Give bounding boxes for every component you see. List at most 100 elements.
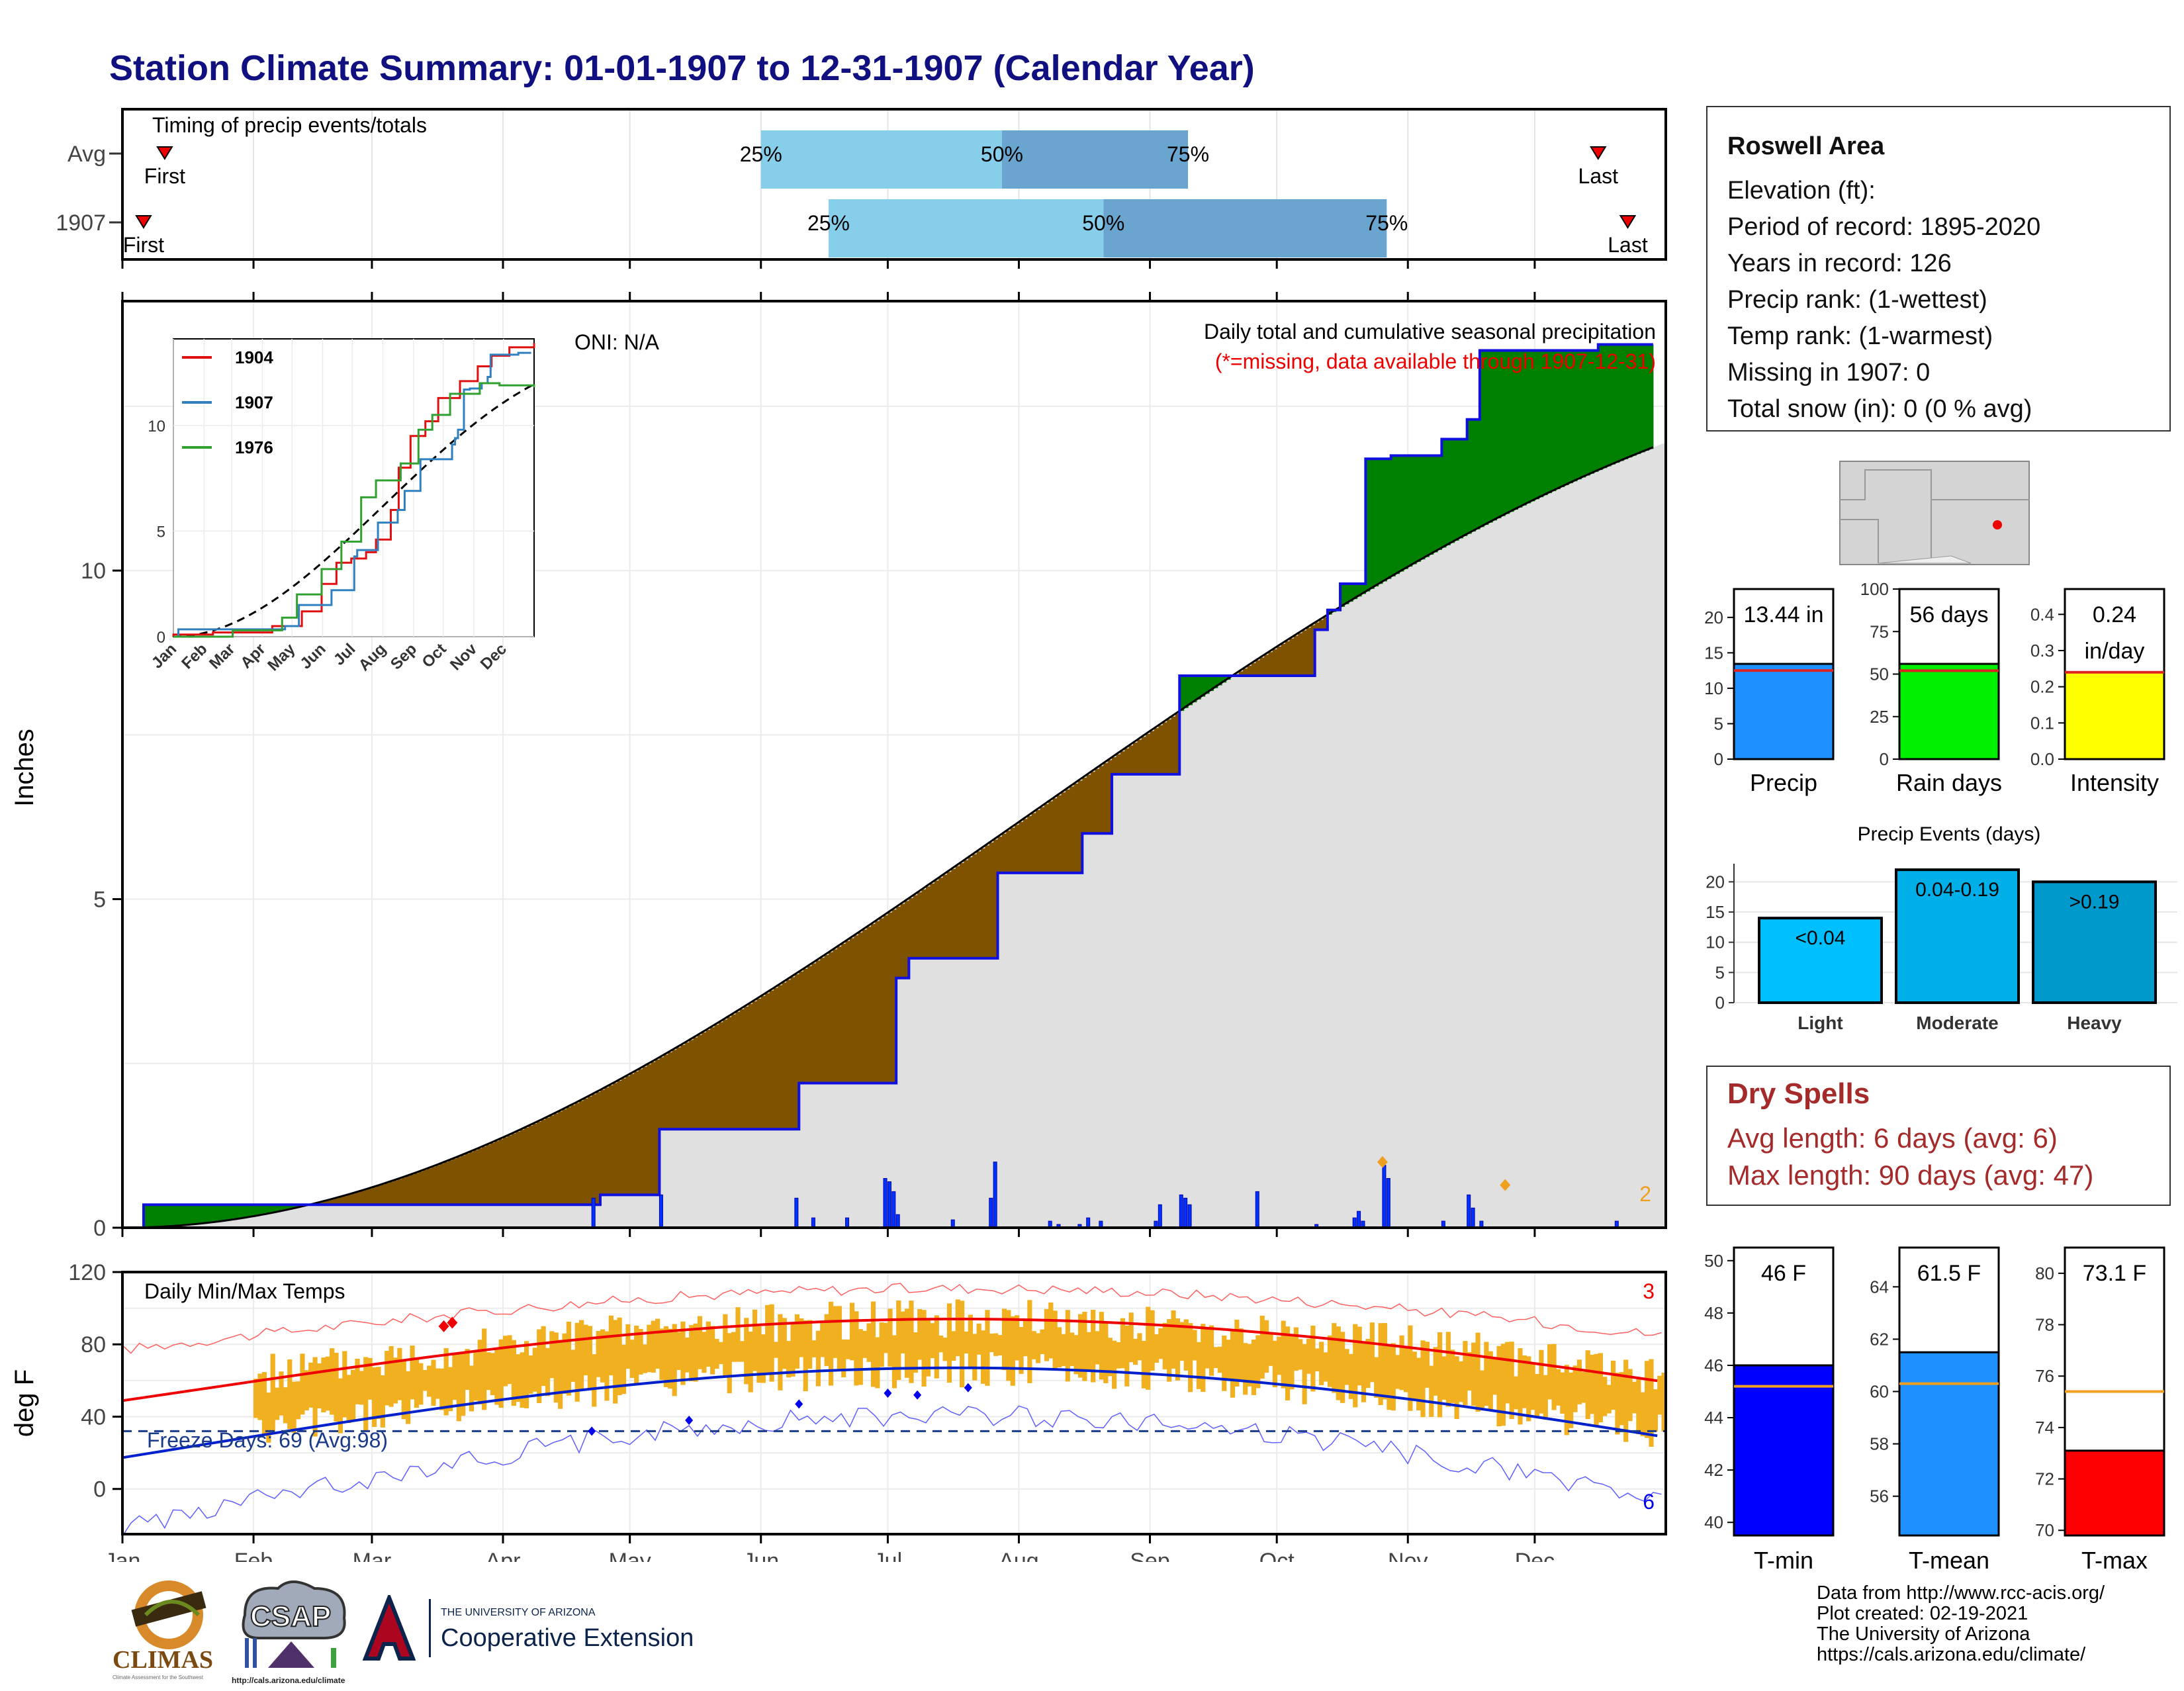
daily-temp-bar bbox=[558, 1340, 563, 1409]
deficit-band bbox=[900, 903, 905, 978]
deficit-band bbox=[406, 1176, 411, 1205]
timing-first-marker bbox=[135, 215, 152, 229]
daily-temp-bar bbox=[300, 1353, 305, 1415]
surplus-band bbox=[1534, 350, 1539, 500]
surplus-band bbox=[215, 1205, 220, 1222]
surplus-band bbox=[1412, 455, 1417, 565]
daily-precip-bar bbox=[1382, 1165, 1387, 1228]
daily-temp-bar bbox=[295, 1381, 301, 1420]
daily-temp-bar bbox=[321, 1357, 326, 1413]
daily-temp-bar bbox=[1154, 1334, 1160, 1363]
page-title: Station Climate Summary: 01-01-1907 to 1… bbox=[109, 48, 1255, 88]
daily-temp-bar bbox=[447, 1367, 453, 1412]
daily-precip-bar bbox=[1386, 1178, 1390, 1228]
deficit-band bbox=[1040, 807, 1045, 873]
surplus-band bbox=[1205, 675, 1210, 694]
daily-temp-bar bbox=[1450, 1349, 1455, 1403]
station-period: Period of record: 1895-2020 bbox=[1727, 213, 2041, 241]
mini-chart-tick: 0.1 bbox=[2030, 713, 2054, 733]
daily-temp-bar bbox=[1031, 1331, 1036, 1359]
deficit-band bbox=[330, 1199, 335, 1205]
deficit-band bbox=[862, 929, 868, 1083]
deficit-band bbox=[976, 851, 981, 958]
mini-chart-label: T-mean bbox=[1909, 1547, 1989, 1574]
daily-temp-bar bbox=[689, 1325, 694, 1381]
deficit-band bbox=[731, 1014, 737, 1130]
inset-y-tick: 5 bbox=[157, 523, 165, 541]
daily-temp-bar bbox=[1661, 1372, 1666, 1432]
record-precip-marker bbox=[1377, 1156, 1388, 1168]
events-title: Precip Events (days) bbox=[1858, 823, 2041, 845]
inset-series-line-1976 bbox=[173, 382, 535, 638]
csap-logo: CSAP http://cals.arizona.edu/climate bbox=[232, 1575, 357, 1688]
deficit-band bbox=[549, 1115, 555, 1205]
deficit-band bbox=[997, 837, 1003, 873]
daily-temp-bar bbox=[1403, 1346, 1409, 1393]
daily-temp-bar bbox=[1615, 1373, 1620, 1435]
surplus-band bbox=[1213, 675, 1218, 688]
daily-temp-bar bbox=[482, 1328, 487, 1410]
deficit-band bbox=[1310, 625, 1316, 676]
daily-temp-bar bbox=[1027, 1300, 1032, 1383]
deficit-band bbox=[960, 863, 965, 958]
temp-low-record-count: 6 bbox=[1643, 1490, 1655, 1514]
daily-temp-bar bbox=[1382, 1323, 1388, 1400]
daily-temp-bar bbox=[1179, 1322, 1185, 1361]
daily-temp-bar bbox=[972, 1334, 978, 1381]
deficit-band bbox=[566, 1107, 571, 1205]
deficit-band bbox=[1323, 617, 1328, 630]
deficit-band bbox=[583, 1098, 588, 1205]
record-low-marker bbox=[913, 1390, 922, 1400]
timing-last-label: Last bbox=[1608, 233, 1648, 257]
daily-temp-bar bbox=[1513, 1376, 1519, 1410]
daily-temp-bar bbox=[1441, 1356, 1447, 1400]
mini-chart-tick: 56 bbox=[1870, 1486, 1889, 1506]
deficit-band bbox=[1044, 804, 1049, 873]
daily-temp-bar bbox=[634, 1326, 639, 1385]
daily-temp-bar bbox=[1649, 1359, 1654, 1447]
surplus-band bbox=[1467, 419, 1472, 534]
daily-temp-bar bbox=[380, 1375, 385, 1428]
daily-temp-bar bbox=[443, 1348, 449, 1416]
deficit-band bbox=[794, 974, 799, 1130]
surplus-band bbox=[143, 1205, 148, 1228]
daily-temp-bar bbox=[1112, 1340, 1117, 1389]
surplus-band bbox=[206, 1205, 212, 1223]
surplus-band bbox=[1192, 675, 1197, 703]
deficit-band bbox=[523, 1127, 529, 1205]
station-details: Elevation (ft): Period of record: 1895-2… bbox=[1727, 173, 2169, 428]
record-low-marker bbox=[795, 1399, 803, 1409]
deficit-band bbox=[849, 938, 854, 1083]
daily-temp-bar bbox=[397, 1348, 402, 1400]
daily-temp-bar bbox=[1585, 1350, 1590, 1420]
daily-temp-bar bbox=[469, 1365, 475, 1412]
daily-temp-bar bbox=[909, 1301, 914, 1383]
deficit-band bbox=[841, 944, 846, 1083]
mini-chart-tick: 0.3 bbox=[2030, 641, 2054, 661]
mini-chart-tick: 46 bbox=[1704, 1355, 1723, 1375]
deficit-band bbox=[447, 1160, 453, 1205]
daily-temp-bar bbox=[1065, 1310, 1070, 1382]
surplus-band bbox=[1619, 344, 1624, 461]
deficit-band bbox=[668, 1052, 673, 1130]
daily-temp-bar bbox=[946, 1303, 952, 1383]
deficit-band bbox=[638, 1069, 643, 1195]
deficit-band bbox=[1095, 768, 1100, 834]
daily-temp-bar bbox=[617, 1317, 622, 1396]
deficit-band bbox=[1255, 660, 1261, 676]
deficit-band bbox=[739, 1009, 745, 1130]
deficit-band bbox=[942, 874, 948, 958]
daily-temp-bar bbox=[1259, 1315, 1265, 1379]
surplus-band bbox=[1598, 344, 1603, 471]
mini-chart-tick: 62 bbox=[1870, 1329, 1889, 1349]
record-count: 2 bbox=[1639, 1182, 1651, 1206]
deficit-band bbox=[397, 1179, 402, 1205]
normal-precip-line bbox=[122, 446, 1654, 1229]
event-bar-value: <0.04 bbox=[1796, 927, 1846, 949]
daily-temp-bar bbox=[1581, 1371, 1586, 1403]
daily-temp-bar bbox=[490, 1353, 496, 1396]
daily-temp-bar bbox=[1636, 1377, 1641, 1434]
temp-panel-label: Daily Min/Max Temps bbox=[144, 1279, 345, 1303]
daily-temp-bar bbox=[1555, 1369, 1561, 1406]
surplus-band bbox=[224, 1205, 229, 1221]
